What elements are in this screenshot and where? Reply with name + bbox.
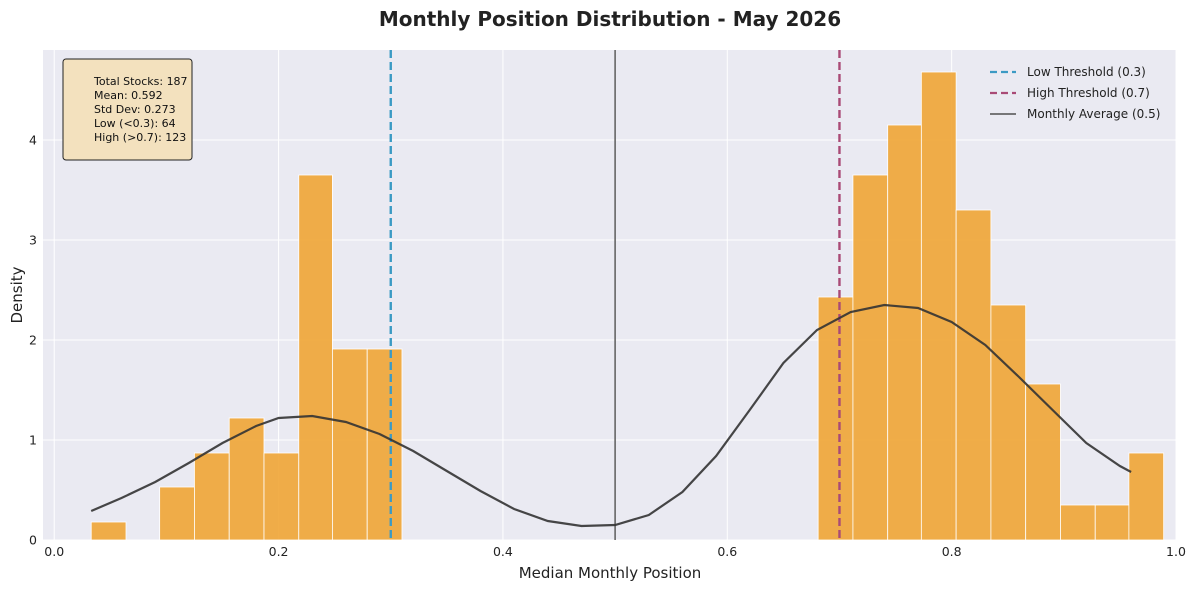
stats-mean: Mean: 0.592 (94, 89, 163, 102)
x-tick-label-5: 1.0 (1166, 544, 1186, 559)
x-axis-label: Median Monthly Position (519, 564, 702, 582)
histogram-bar-14 (1025, 383, 1061, 541)
histogram-bar-3 (228, 417, 265, 541)
histogram-bar-11 (920, 71, 957, 541)
histogram-bar-13 (990, 304, 1027, 541)
histogram-bars (90, 71, 1165, 541)
legend-label-high-threshold: High Threshold (0.7) (1027, 86, 1150, 100)
histogram-bar-6 (332, 348, 368, 541)
chart-title: Monthly Position Distribution - May 2026 (379, 7, 841, 31)
reference-lines (389, 50, 841, 540)
stats-box-frame (62, 58, 193, 161)
y-axis-label: Density (8, 266, 26, 323)
histogram-bar-17 (1128, 452, 1165, 541)
histogram-bar-12 (955, 209, 992, 541)
y-tick-label-4: 4 (29, 133, 37, 148)
x-tick-label-2: 0.4 (493, 544, 513, 559)
y-tick-label-2: 2 (29, 333, 37, 348)
x-tick-label-4: 0.8 (942, 544, 962, 559)
x-tick-label-0: 0.0 (44, 544, 64, 559)
histogram-bar-4 (263, 452, 300, 541)
stats-high: High (>0.7): 123 (94, 131, 186, 144)
histogram-bar-7 (366, 348, 403, 541)
stats-low: Low (<0.3): 64 (94, 117, 176, 130)
histogram-bar-15 (1060, 504, 1096, 541)
x-tick-label-1: 0.2 (269, 544, 289, 559)
histogram-bar-9 (852, 174, 889, 541)
stats-std: Std Dev: 0.273 (94, 103, 176, 116)
stats-total: Total Stocks: 187 (93, 75, 188, 88)
y-tick-label-3: 3 (29, 233, 37, 248)
x-axis-ticks: 0.0 0.2 0.4 0.6 0.8 1.0 (44, 544, 1186, 559)
stats-box: Total Stocks: 187 Mean: 0.592 Std Dev: 0… (62, 58, 193, 161)
histogram-bar-0 (90, 521, 127, 541)
histogram-bar-16 (1094, 504, 1130, 541)
kde-curve (90, 303, 1132, 528)
legend: Low Threshold (0.3) High Threshold (0.7)… (990, 65, 1160, 121)
histogram-bar-10 (887, 124, 922, 541)
histogram-bar-5 (298, 174, 333, 541)
y-axis-ticks: 0 1 2 3 4 (29, 133, 37, 548)
y-tick-label-0: 0 (29, 533, 37, 548)
histogram-bar-8 (817, 296, 854, 541)
histogram-bar-2 (194, 452, 230, 541)
legend-label-monthly-average: Monthly Average (0.5) (1027, 107, 1160, 121)
y-tick-label-1: 1 (29, 433, 37, 448)
histogram-bar-1 (159, 486, 195, 541)
legend-label-low-threshold: Low Threshold (0.3) (1027, 65, 1146, 79)
x-tick-label-3: 0.6 (717, 544, 737, 559)
